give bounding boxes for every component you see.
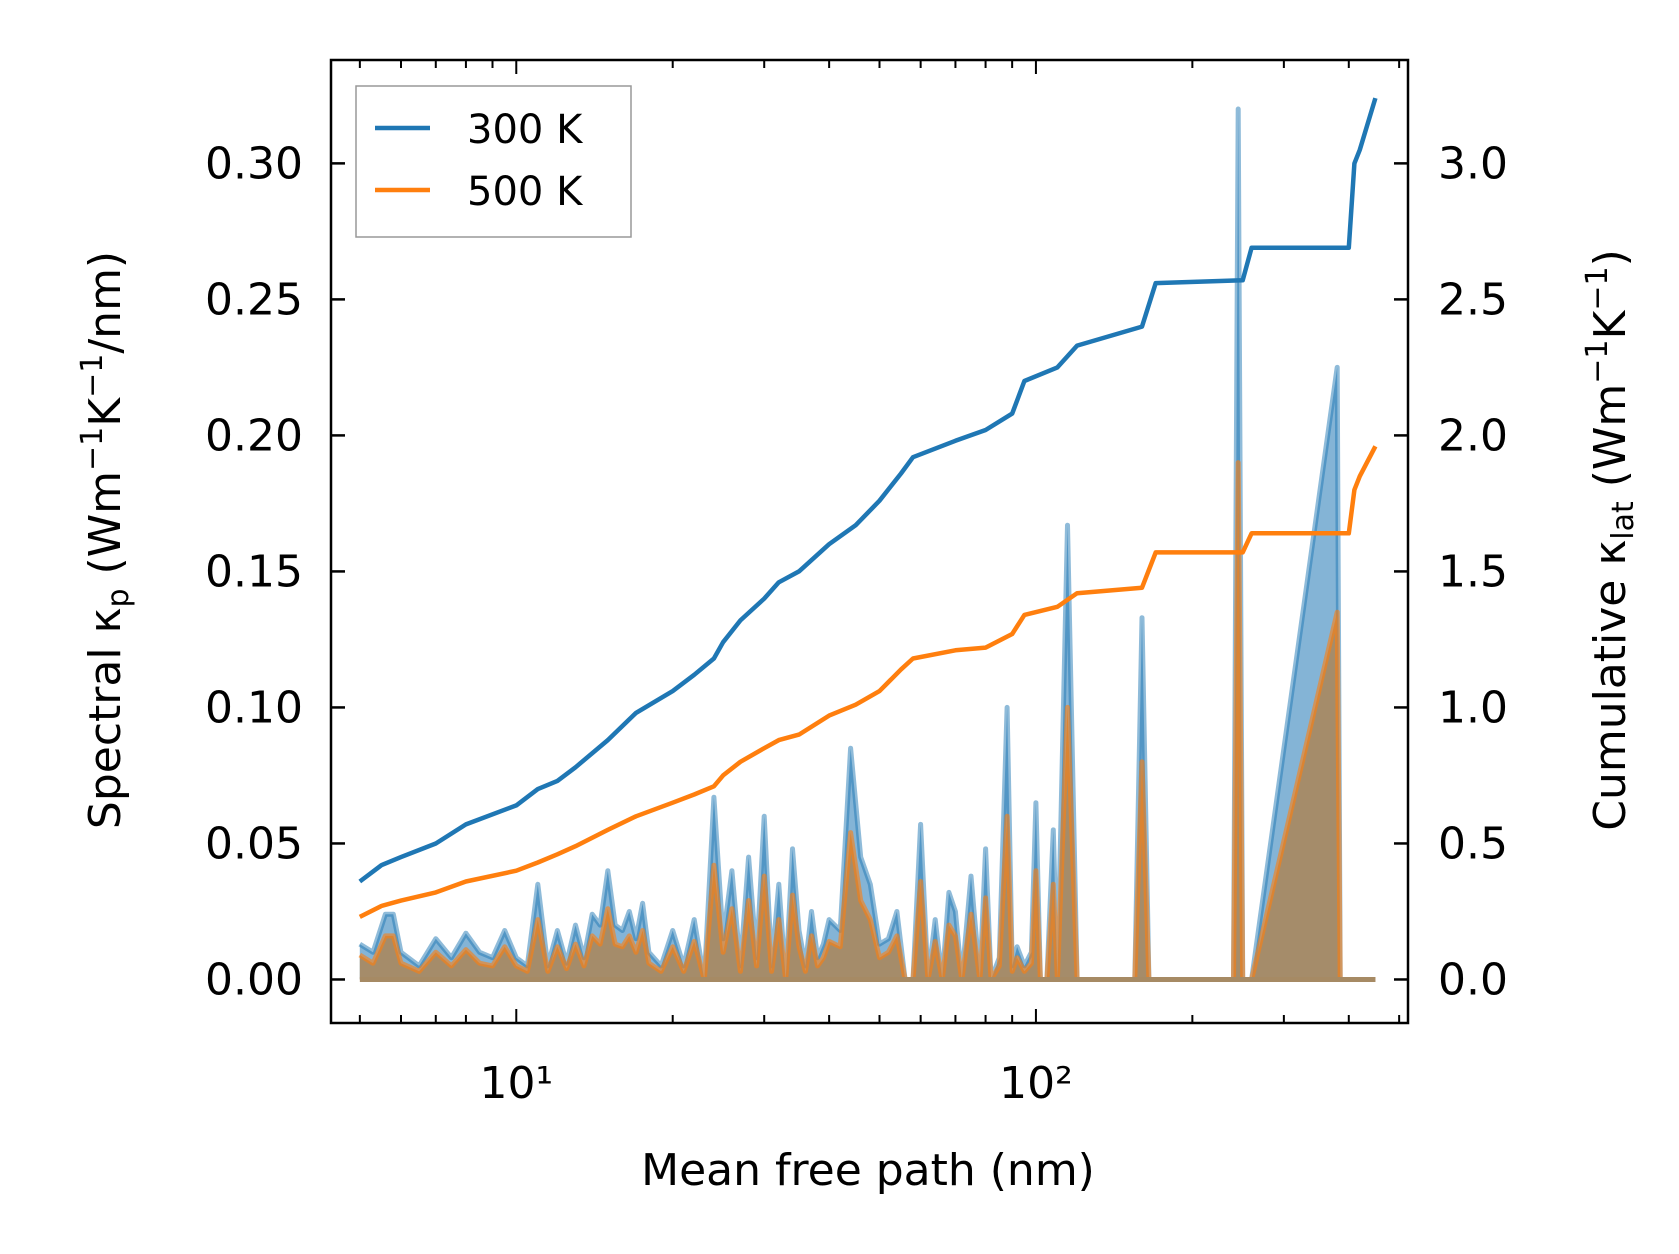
y-right-tick-label: 0.0 <box>1438 954 1508 1005</box>
y-left-tick-label: 0.10 <box>205 682 303 733</box>
y-left-tick-label: 0.25 <box>205 274 303 325</box>
legend-frame <box>355 85 632 238</box>
y-right-tick-label: 1.0 <box>1438 682 1508 733</box>
y-left-tick-label: 0.15 <box>205 546 303 597</box>
x-tick-label: 10¹ <box>479 1058 553 1109</box>
y-left-tick-label: 0.00 <box>205 954 303 1005</box>
y-right-tick-label: 2.0 <box>1438 410 1508 461</box>
plot-area <box>358 97 1378 982</box>
y-left-axis-title: Spectral κp (Wm−1K−1/nm) <box>75 251 136 829</box>
legend: 300 K 500 K <box>355 85 632 238</box>
legend-label-500k: 500 K <box>467 169 584 215</box>
legend-label-300k: 300 K <box>467 107 584 153</box>
y-right-axis-title: Cumulative κlat (Wm−1K−1) <box>1580 249 1641 831</box>
cumulative-line-500k <box>358 445 1378 919</box>
spectral-500k-fill <box>359 462 1376 980</box>
cumulative-line-300k <box>358 97 1378 884</box>
y-left-tick-label: 0.05 <box>205 818 303 869</box>
y-left-tick-label: 0.30 <box>205 138 303 189</box>
x-tick-label: 10² <box>999 1058 1073 1109</box>
axes: 0.00 0.05 0.10 0.15 0.20 0.25 0.30 0.0 0.5 1.0 1.5… <box>205 58 1508 1109</box>
x-axis-title: Mean free path (nm) <box>641 1145 1095 1196</box>
y-left-tick-label: 0.20 <box>205 410 303 461</box>
y-right-tick-label: 1.5 <box>1438 546 1508 597</box>
y-right-tick-label: 2.5 <box>1438 274 1508 325</box>
axes-frame <box>329 58 1410 1025</box>
y-right-tick-label: 0.5 <box>1438 818 1508 869</box>
y-right-tick-label: 3.0 <box>1438 138 1508 189</box>
